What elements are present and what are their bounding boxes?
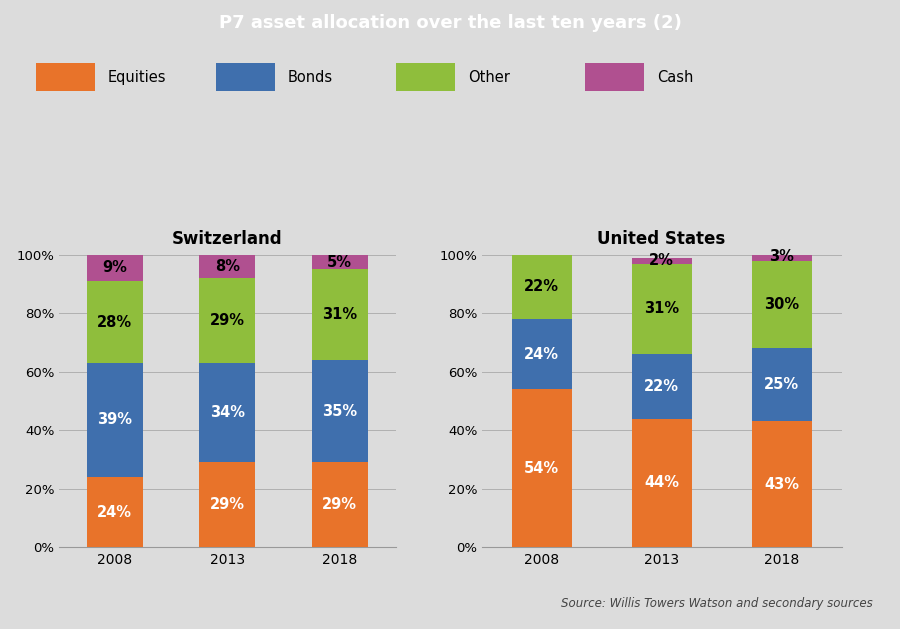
Bar <box>86 363 143 477</box>
Bar <box>311 255 368 269</box>
Title: Switzerland: Switzerland <box>172 230 283 248</box>
Bar <box>216 63 274 91</box>
Text: 34%: 34% <box>210 405 245 420</box>
Text: 24%: 24% <box>524 347 559 362</box>
Text: 9%: 9% <box>103 260 127 276</box>
Text: Bonds: Bonds <box>288 70 333 84</box>
Bar <box>752 252 812 260</box>
Text: 29%: 29% <box>210 313 245 328</box>
Bar <box>311 360 368 462</box>
Text: 22%: 22% <box>524 279 559 294</box>
Bar <box>199 462 256 547</box>
Text: 35%: 35% <box>322 404 357 419</box>
Title: United States: United States <box>598 230 725 248</box>
Bar <box>199 278 256 363</box>
Bar <box>36 63 94 91</box>
Text: Source: Willis Towers Watson and secondary sources: Source: Willis Towers Watson and seconda… <box>562 597 873 610</box>
Text: Other: Other <box>468 70 510 84</box>
Bar <box>752 421 812 547</box>
Bar <box>86 281 143 363</box>
Text: 39%: 39% <box>97 413 132 428</box>
Text: 25%: 25% <box>764 377 799 392</box>
Bar <box>311 269 368 360</box>
Bar <box>632 264 691 354</box>
Text: 5%: 5% <box>328 255 352 270</box>
Text: 29%: 29% <box>210 498 245 512</box>
Text: 8%: 8% <box>215 259 239 274</box>
Text: P7 asset allocation over the last ten years (2): P7 asset allocation over the last ten ye… <box>219 14 681 31</box>
Text: 43%: 43% <box>764 477 799 492</box>
Text: 28%: 28% <box>97 314 132 330</box>
Bar <box>585 63 644 91</box>
Bar <box>511 319 572 389</box>
Bar <box>199 363 256 462</box>
Bar <box>752 348 812 421</box>
Text: 24%: 24% <box>97 504 132 520</box>
Text: 44%: 44% <box>644 476 679 491</box>
Text: 30%: 30% <box>764 297 799 312</box>
Bar <box>396 63 454 91</box>
Text: 54%: 54% <box>524 461 559 476</box>
Text: 2%: 2% <box>649 253 674 268</box>
Bar <box>632 258 691 264</box>
Bar <box>632 418 691 547</box>
Text: Cash: Cash <box>657 70 693 84</box>
Bar <box>199 255 256 278</box>
Text: 22%: 22% <box>644 379 679 394</box>
Text: 29%: 29% <box>322 498 357 512</box>
Bar <box>86 255 143 281</box>
Bar <box>752 260 812 348</box>
Bar <box>511 255 572 319</box>
Bar <box>632 354 691 418</box>
Bar <box>86 477 143 547</box>
Text: 31%: 31% <box>322 307 357 322</box>
Text: 31%: 31% <box>644 301 680 316</box>
Bar <box>311 462 368 547</box>
Text: 3%: 3% <box>770 248 794 264</box>
Bar <box>511 389 572 547</box>
Text: Equities: Equities <box>108 70 166 84</box>
